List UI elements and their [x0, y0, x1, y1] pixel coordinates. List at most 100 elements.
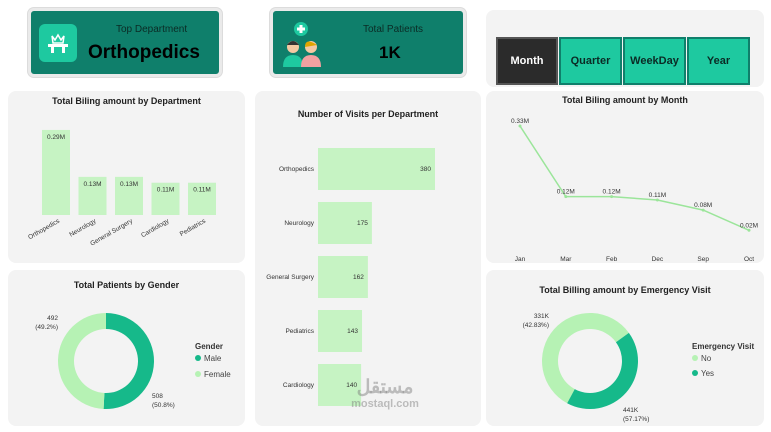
data-point — [518, 124, 522, 128]
hospital-icon — [39, 24, 77, 62]
kpi-total-patients-card: Total Patients 1K — [270, 8, 466, 77]
kpi-top-department-label: Top Department — [116, 24, 188, 35]
data-label: 492 — [47, 315, 58, 322]
patients-by-gender-chart: Total Patients by Gender 508 (50.8%) 492 (4… — [8, 270, 245, 426]
watermark-subtext: mostaql.com — [351, 398, 419, 410]
data-label: 0.02M — [740, 222, 758, 229]
tick-label: Mar — [560, 256, 572, 263]
data-label: 0.12M — [603, 189, 621, 196]
data-label: (49.2%) — [35, 324, 58, 331]
legend-dot — [195, 355, 201, 361]
visits-by-department-chart: Number of Visits per Department 380 Ortho… — [255, 91, 481, 426]
line-series — [519, 125, 750, 231]
data-label: 0.13M — [83, 181, 101, 188]
watermark-logo: مستقل mostaql.com — [335, 377, 435, 411]
legend-item-no: No — [692, 354, 711, 363]
legend-item-male: Male — [195, 354, 221, 363]
bar — [318, 364, 362, 406]
chart-title: Number of Visits per Department — [297, 109, 439, 119]
period-tabs-panel: Month Quarter WeekDay Year — [486, 10, 764, 87]
tick-label: Pediatrics — [285, 328, 314, 335]
tick-label: Cardiology — [140, 217, 171, 239]
pie-slice — [542, 313, 629, 404]
legend-dot — [195, 371, 201, 377]
legend-item-yes: Yes — [692, 369, 714, 378]
data-label: 143 — [347, 328, 358, 335]
pie-slice — [103, 313, 155, 409]
kpi-total-patients-value: 1K — [379, 43, 401, 62]
tab-month[interactable]: Month — [496, 37, 558, 85]
legend-title: Gender — [195, 342, 224, 351]
billing-by-emergency-chart: Total Billing amount by Emergency Visit … — [486, 270, 764, 426]
data-label: 0.08M — [694, 202, 712, 209]
data-label: 331K — [534, 313, 550, 320]
tick-label: Orthopedics — [279, 166, 315, 173]
data-label: 380 — [420, 166, 431, 173]
tick-label: General Surgery — [266, 274, 314, 281]
bar — [151, 182, 180, 215]
tick-label: Jan — [515, 256, 526, 263]
data-label: 508 — [152, 393, 163, 400]
tick-label: Neurology — [284, 220, 314, 227]
data-point — [564, 195, 568, 199]
kpi-top-department-card: Top Department Orthopedics — [28, 8, 222, 77]
patients-icon — [279, 17, 329, 73]
pie-slice — [58, 313, 106, 409]
data-point — [610, 195, 614, 199]
billing-by-month-chart: Total Biling amount by Month 0.33M Jan 0.1… — [486, 91, 764, 263]
tick-label: Pediatrics — [179, 217, 208, 238]
bar — [188, 182, 216, 215]
legend-label: No — [701, 354, 712, 363]
data-label: 441K — [623, 407, 639, 414]
chart-title: Total Patients by Gender — [73, 280, 180, 290]
chart-title: Total Billing amount by Emergency Visit — [539, 285, 711, 295]
bar — [78, 176, 107, 215]
data-label: 0.11M — [649, 192, 667, 199]
data-label: 0.29M — [47, 134, 65, 141]
tab-quarter[interactable]: Quarter — [559, 37, 622, 85]
data-label: 0.13M — [120, 181, 138, 188]
tab-weekday[interactable]: WeekDay — [623, 37, 686, 85]
kpi-total-patients-label: Total Patients — [363, 24, 424, 35]
data-label: (50.8%) — [152, 402, 175, 409]
data-label: (57.17%) — [623, 416, 649, 423]
tick-label: Sep — [697, 256, 709, 263]
billing-by-department-chart: Total Biling amount by Department 0.29M O… — [8, 91, 245, 263]
bar — [42, 129, 70, 215]
data-point — [655, 198, 659, 202]
tick-label: Feb — [606, 256, 618, 263]
tick-label: Oct — [744, 256, 754, 263]
watermark-text: مستقل — [356, 377, 414, 398]
tick-label: Neurology — [68, 217, 98, 238]
legend-dot — [692, 370, 698, 376]
legend-label: Yes — [701, 369, 715, 378]
bar — [318, 148, 435, 190]
legend-label: Male — [204, 354, 222, 363]
legend-item-female: Female — [195, 370, 231, 379]
data-label: 0.11M — [193, 187, 211, 194]
tick-label: Cardiology — [283, 382, 315, 389]
data-label: 0.12M — [557, 189, 575, 196]
legend-label: Female — [204, 370, 231, 379]
data-label: (42.83%) — [523, 322, 549, 329]
chart-title: Total Biling amount by Department — [52, 96, 201, 106]
data-label: 0.33M — [511, 118, 529, 125]
legend-title: Emergency Visit — [692, 342, 755, 351]
bar — [115, 176, 143, 215]
tick-label: Orthopedics — [27, 217, 61, 241]
data-point — [747, 228, 751, 232]
kpi-top-department-value: Orthopedics — [88, 42, 200, 63]
bar — [318, 256, 368, 298]
pie-slice — [567, 332, 638, 409]
data-label: 175 — [357, 220, 368, 227]
data-label: 140 — [346, 382, 357, 389]
tab-year[interactable]: Year — [687, 37, 750, 85]
chart-title: Total Biling amount by Month — [562, 95, 688, 105]
bar — [318, 310, 363, 352]
legend-dot — [692, 355, 698, 361]
data-label: 162 — [353, 274, 364, 281]
tick-label: Dec — [652, 256, 664, 263]
bar — [318, 202, 372, 244]
data-point — [701, 208, 705, 212]
data-label: 0.11M — [157, 187, 175, 194]
